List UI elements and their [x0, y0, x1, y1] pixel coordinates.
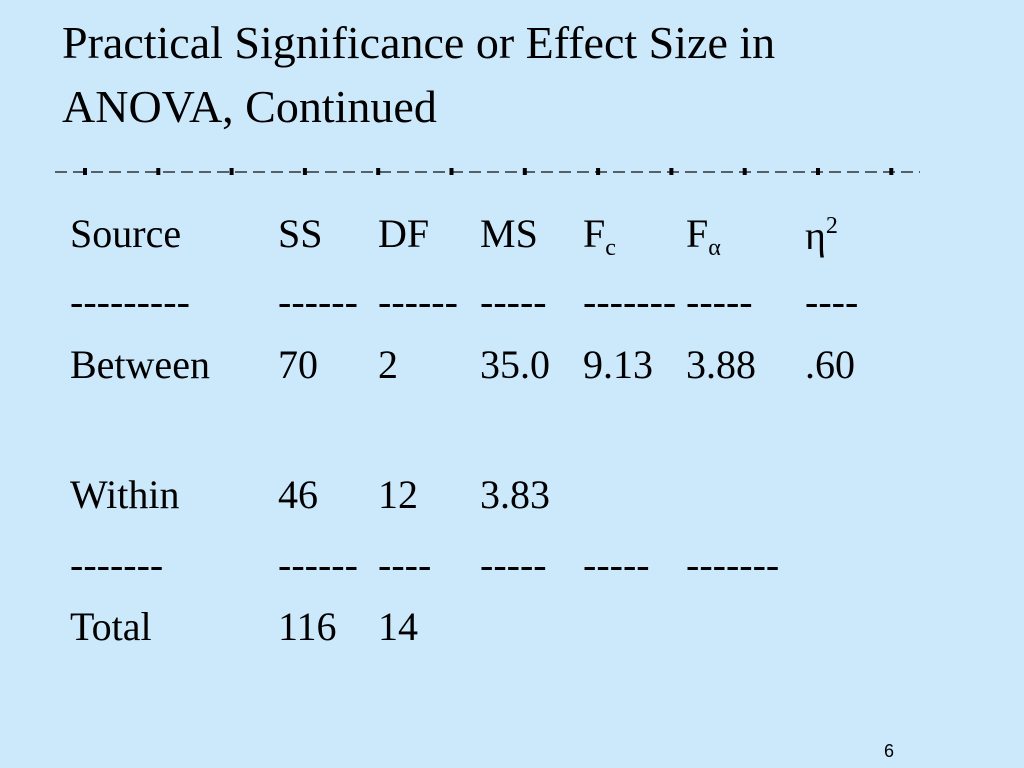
- table-cell: .60: [805, 342, 855, 387]
- header-cell: Fα: [686, 211, 721, 261]
- table-cell: 2: [378, 342, 398, 387]
- table-cell: Between: [70, 342, 210, 387]
- table-cell: 116: [278, 604, 337, 649]
- page-number: 6: [884, 741, 895, 761]
- header-cell: DF: [378, 211, 430, 256]
- table-cell: 3.83: [480, 472, 550, 517]
- header-cell: Source: [70, 211, 182, 256]
- rule-dot: [302, 168, 307, 175]
- header-cell: SS: [278, 211, 323, 256]
- table-cell: 3.88: [686, 342, 756, 387]
- table-cell: ---------: [70, 279, 190, 324]
- rule-dot: [889, 168, 894, 175]
- rule-dot: [596, 168, 601, 175]
- rule-dot: [376, 168, 381, 175]
- rule-dot: [742, 168, 747, 175]
- rule-dot: [522, 168, 527, 175]
- table-cell: -------: [686, 542, 780, 587]
- table-cell: Within: [70, 472, 180, 517]
- table-cell: ------: [378, 279, 458, 324]
- header-subscript: c: [605, 235, 616, 261]
- table-cell: ------: [278, 279, 358, 324]
- header-subscript: α: [708, 235, 721, 261]
- table-cell: 14: [378, 604, 418, 649]
- table-cell: ----: [805, 279, 859, 324]
- table-cell: 9.13: [583, 342, 653, 387]
- divider: [55, 168, 920, 175]
- table-cell: Total: [70, 604, 152, 649]
- table-cell: -------: [70, 542, 164, 587]
- table-cell: ----: [378, 542, 432, 587]
- table-cell: -------: [583, 279, 677, 324]
- table-cell: ------: [278, 542, 358, 587]
- header-cell: MS: [480, 211, 538, 256]
- rule-dot: [816, 168, 820, 175]
- table-cell: 70: [278, 342, 318, 387]
- header-superscript: 2: [825, 213, 838, 239]
- table-cell: -----: [686, 279, 753, 324]
- rule-dot: [669, 168, 674, 175]
- header-symbol: η: [805, 213, 826, 258]
- table-cell: -----: [583, 542, 650, 587]
- header-cell: Fc: [583, 211, 616, 261]
- header-cell: η2: [805, 214, 838, 256]
- table-cell: -----: [480, 542, 547, 587]
- header-symbol: F: [583, 211, 606, 256]
- title-line: ANOVA, Continued: [62, 81, 437, 132]
- table-cell: 35.0: [480, 342, 550, 387]
- rule-dot: [229, 168, 234, 175]
- rule-dot: [83, 168, 87, 175]
- title-line: Practical Significance or Effect Size in: [62, 17, 776, 68]
- table-cell: 12: [378, 472, 418, 517]
- header-symbol: F: [686, 211, 709, 256]
- rule-dot: [156, 168, 161, 175]
- rule-dot: [449, 168, 454, 175]
- table-cell: 46: [278, 472, 318, 517]
- rule-dots: [83, 168, 894, 175]
- table-cell: -----: [480, 279, 547, 324]
